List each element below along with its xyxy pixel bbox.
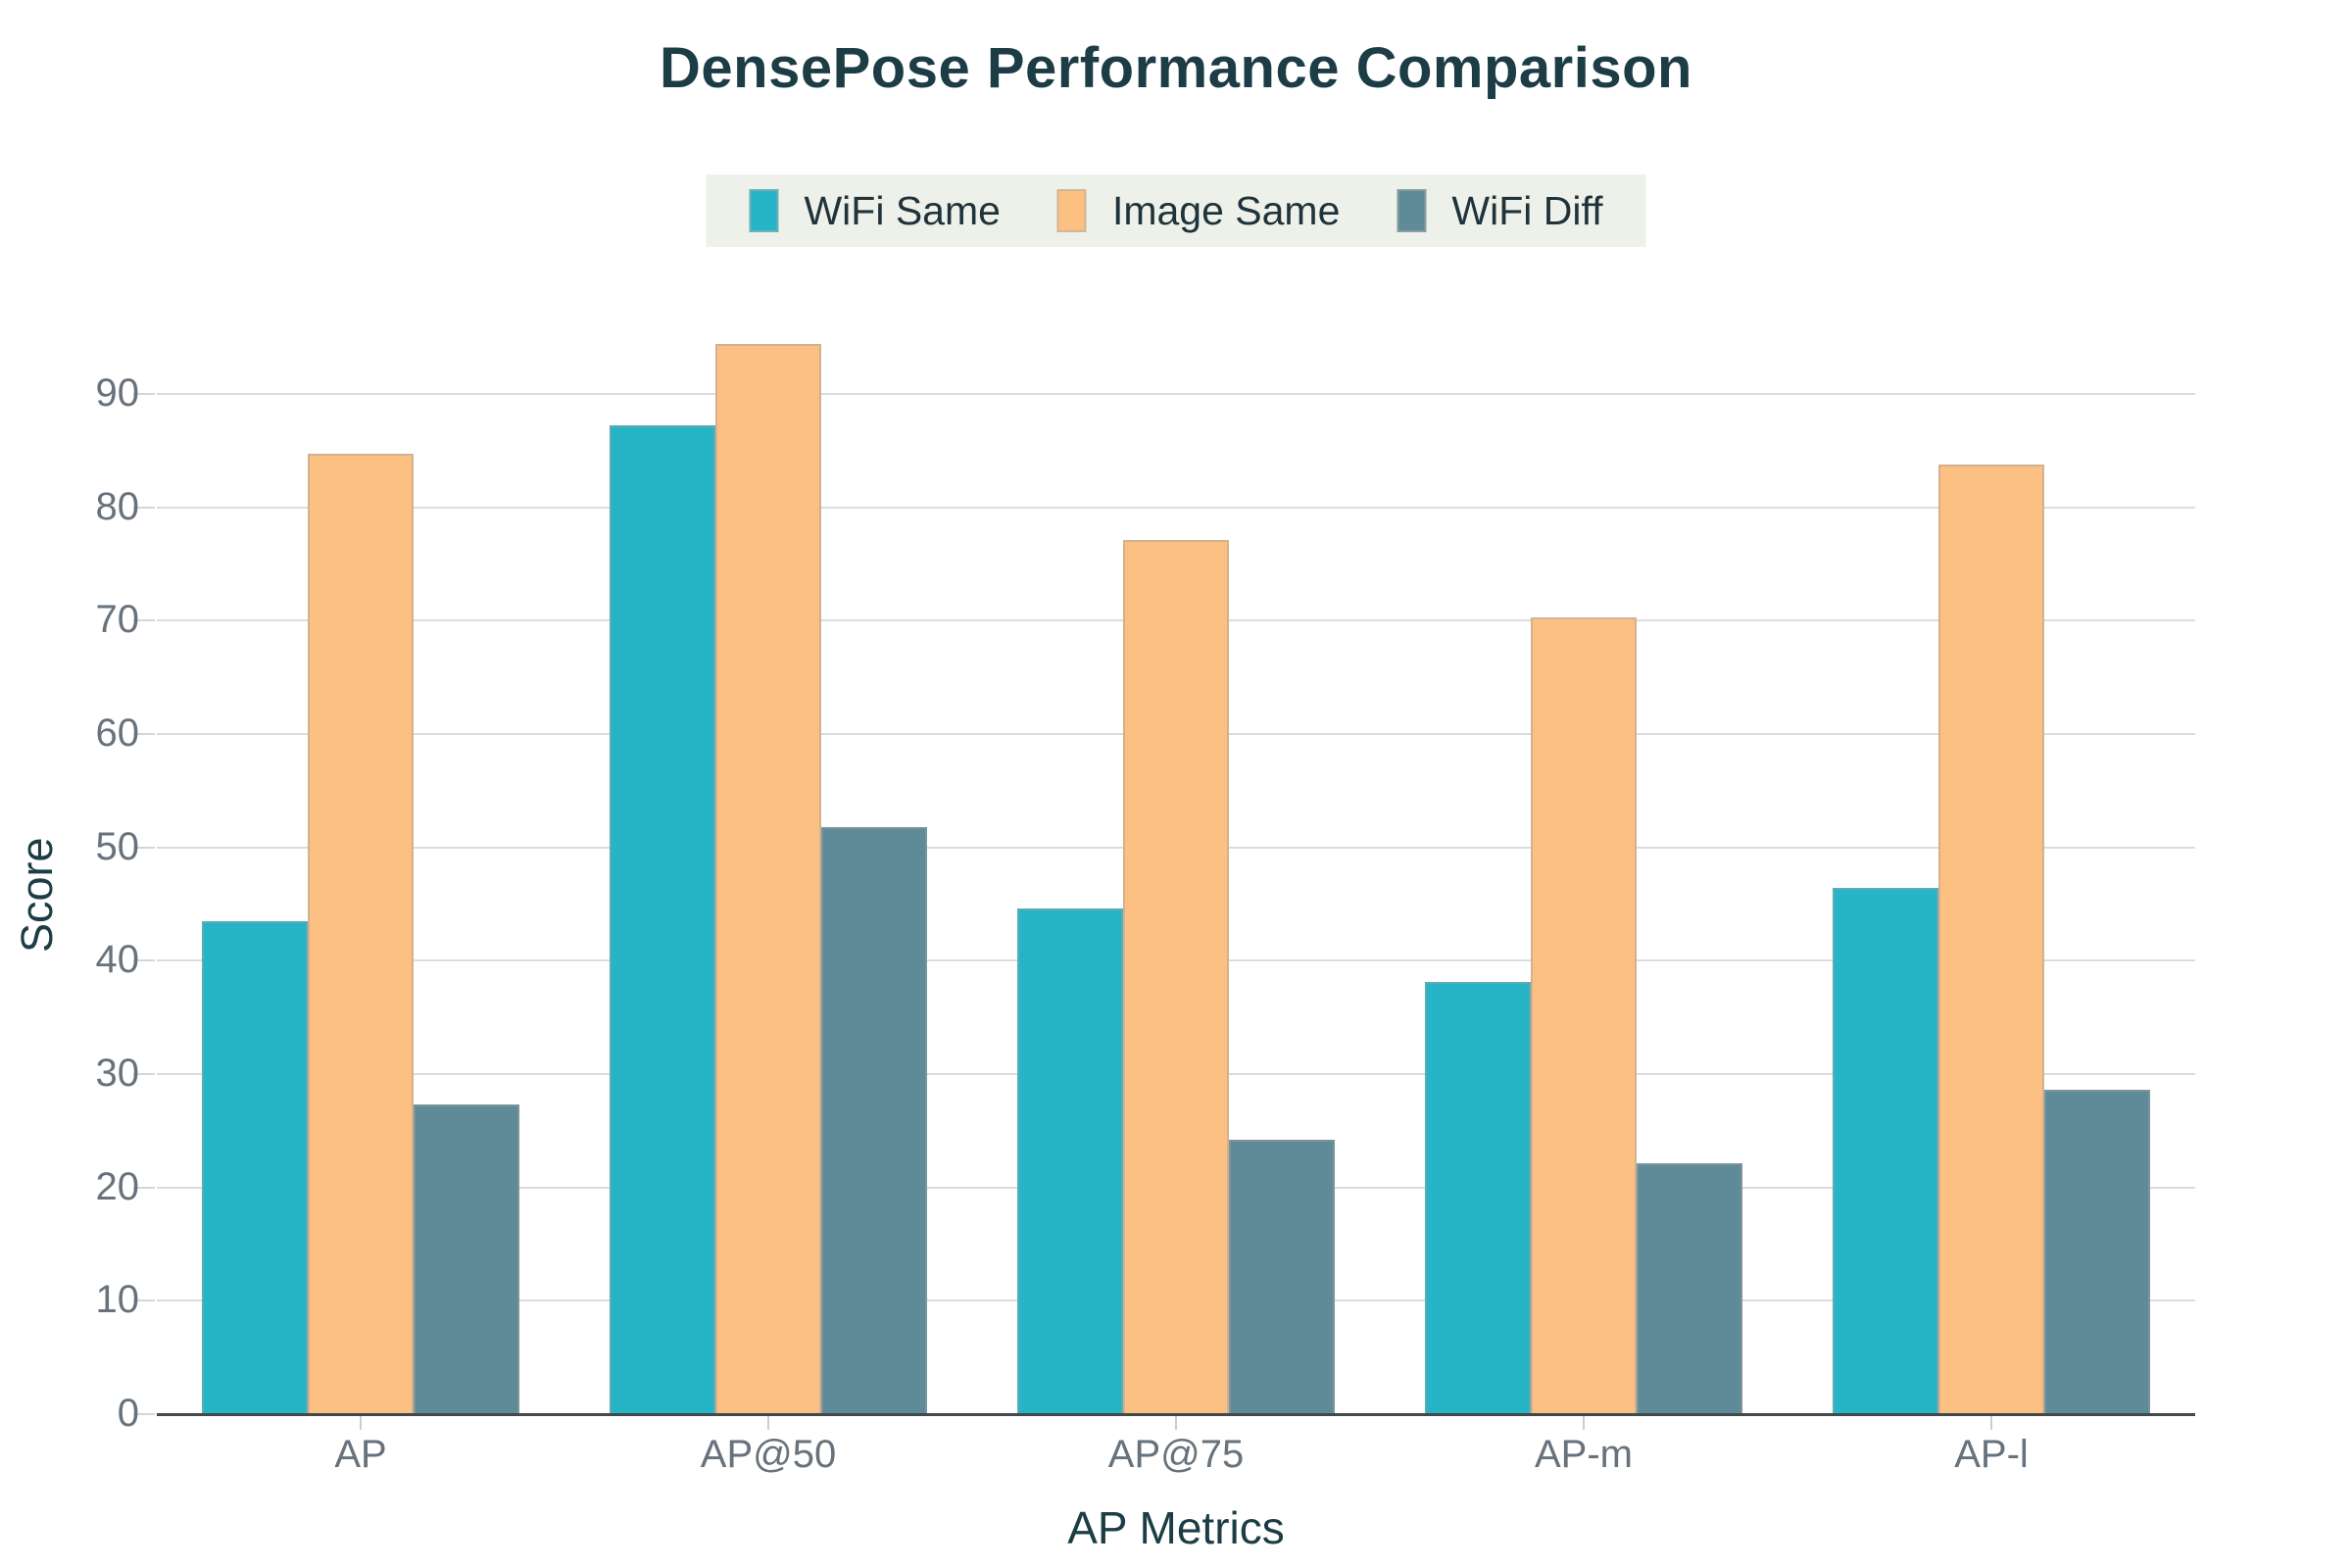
x-tick-label-ap-m: AP-m xyxy=(1535,1433,1633,1476)
y-tick-label-20: 20 xyxy=(95,1165,140,1208)
x-tick-label-ap-l: AP-l xyxy=(1954,1433,2029,1476)
y-tick-90 xyxy=(133,393,155,395)
bar-image-same-ap-m xyxy=(1531,617,1637,1414)
x-tick-label-ap-75: AP@75 xyxy=(1107,1433,1245,1476)
y-tick-80 xyxy=(133,507,155,509)
chart-title: DensePose Performance Comparison xyxy=(660,36,1692,100)
legend: WiFi Same Image Same WiFi Diff xyxy=(706,174,1646,247)
bar-wifi-diff-ap-75 xyxy=(1229,1140,1335,1414)
x-tick-ap xyxy=(360,1416,362,1430)
x-tick-ap-l xyxy=(1990,1416,1992,1430)
y-tick-20 xyxy=(133,1187,155,1189)
y-tick-label-60: 60 xyxy=(95,711,140,755)
x-tick-ap-m xyxy=(1583,1416,1585,1430)
bar-wifi-diff-ap-m xyxy=(1637,1163,1742,1414)
y-tick-label-30: 30 xyxy=(95,1052,140,1095)
bar-wifi-same-ap-75 xyxy=(1017,908,1123,1414)
gridline-80 xyxy=(157,507,2195,509)
x-axis-line xyxy=(157,1413,2195,1416)
bar-wifi-same-ap-50 xyxy=(610,425,715,1414)
bar-wifi-diff-ap xyxy=(414,1104,519,1414)
y-tick-40 xyxy=(133,959,155,961)
y-tick-label-10: 10 xyxy=(95,1278,140,1321)
legend-item-image-same: Image Same xyxy=(1056,187,1341,234)
x-tick-label-ap-50: AP@50 xyxy=(700,1433,837,1476)
x-tick-ap-75 xyxy=(1175,1416,1177,1430)
bar-image-same-ap-75 xyxy=(1123,540,1229,1414)
legend-label-image-same: Image Same xyxy=(1111,187,1341,233)
gridline-90 xyxy=(157,393,2195,395)
bar-image-same-ap-l xyxy=(1938,465,2044,1414)
legend-swatch-wifi-same xyxy=(749,189,779,232)
legend-swatch-wifi-diff xyxy=(1396,189,1427,232)
legend-swatch-image-same xyxy=(1056,189,1087,232)
bar-wifi-diff-ap-l xyxy=(2044,1090,2150,1414)
y-tick-30 xyxy=(133,1073,155,1075)
y-tick-60 xyxy=(133,733,155,735)
bar-image-same-ap-50 xyxy=(715,344,821,1414)
legend-item-wifi-same: WiFi Same xyxy=(749,187,1001,234)
bar-wifi-same-ap-l xyxy=(1833,888,1938,1414)
legend-label-wifi-same: WiFi Same xyxy=(804,187,1001,233)
bar-wifi-same-ap xyxy=(202,921,308,1414)
y-tick-label-40: 40 xyxy=(95,938,140,981)
y-tick-0 xyxy=(133,1413,155,1415)
bar-image-same-ap xyxy=(308,454,414,1414)
x-axis-title: AP Metrics xyxy=(1067,1502,1285,1553)
y-axis-title: Score xyxy=(12,837,62,953)
y-tick-label-90: 90 xyxy=(95,371,140,415)
legend-item-wifi-diff: WiFi Diff xyxy=(1396,187,1603,234)
x-tick-ap-50 xyxy=(767,1416,769,1430)
y-tick-label-70: 70 xyxy=(95,598,140,641)
y-tick-70 xyxy=(133,619,155,621)
y-tick-10 xyxy=(133,1299,155,1301)
legend-label-wifi-diff: WiFi Diff xyxy=(1451,187,1603,233)
y-tick-50 xyxy=(133,847,155,849)
y-tick-label-80: 80 xyxy=(95,485,140,528)
y-tick-label-50: 50 xyxy=(95,825,140,868)
y-tick-label-0: 0 xyxy=(117,1392,139,1435)
bar-wifi-same-ap-m xyxy=(1425,982,1531,1414)
x-tick-label-ap: AP xyxy=(334,1433,387,1476)
bar-wifi-diff-ap-50 xyxy=(821,827,927,1414)
